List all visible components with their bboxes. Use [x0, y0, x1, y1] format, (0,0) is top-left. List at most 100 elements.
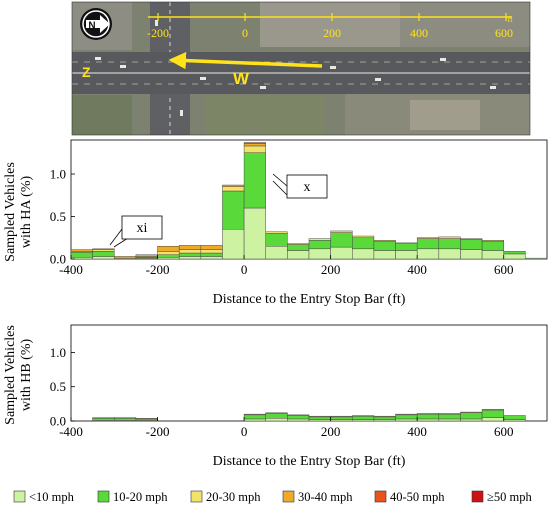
bar-segment: [157, 246, 180, 252]
y-axis-label: Sampled Vehicles: [3, 325, 18, 425]
bar-segment: [460, 239, 483, 250]
x-tick-label: -200: [146, 262, 170, 277]
bar-segment: [70, 251, 93, 258]
bar-segment: [373, 416, 396, 420]
x-tick-label: 600: [494, 262, 514, 277]
bar-segment: [330, 232, 353, 248]
scale-tick-label: 200: [323, 26, 341, 40]
scale-unit-label: ft: [508, 15, 514, 24]
bar-segment: [352, 237, 375, 250]
bar-segment: [438, 238, 461, 250]
bar-segment: [243, 414, 266, 420]
x-tick-label: 0: [241, 262, 248, 277]
bar-segment: [200, 252, 223, 257]
x-tick-label: -200: [146, 424, 170, 439]
legend-item: 40-50 mph: [374, 490, 445, 504]
bar-segment: [178, 245, 202, 250]
bar-segment: [416, 413, 440, 420]
bar-segment: [460, 238, 483, 240]
legend: <10 mph 10-20 mph 20-30 mph 30-40 mph 40…: [13, 490, 532, 504]
legend-label: 30-40 mph: [298, 490, 353, 504]
bar-segment: [308, 416, 331, 420]
x-tick-label: -400: [59, 424, 83, 439]
legend-swatch: [282, 490, 295, 503]
bar-segment: [265, 413, 288, 419]
bar-segment: [287, 244, 310, 251]
bar-segment: [222, 229, 245, 260]
x-tick-label: -400: [59, 262, 83, 277]
direction-label-w: W: [233, 69, 250, 88]
y-axis-label: Sampled Vehicles: [3, 162, 18, 262]
bar-segment: [135, 254, 158, 257]
bar-segment: [222, 186, 245, 192]
bar-segment: [395, 418, 418, 422]
y-axis-label: with HB (%): [19, 339, 34, 412]
bar-segment: [481, 240, 504, 242]
bar-segment: [287, 250, 310, 260]
bar-segment: [157, 254, 180, 258]
annotation-x: x: [272, 173, 328, 199]
aerial-image: -200 0 200 400 600 ft W Z N: [72, 2, 530, 135]
bar-segment: [416, 248, 440, 260]
bar-segment: [308, 415, 331, 418]
bar-segment: [460, 418, 483, 422]
chart-hb: -400 -200 0 200 400 600 0.0 0.5 1.0 Sampled Vehi…: [3, 324, 548, 469]
bar-segment: [373, 415, 396, 418]
bar-segment: [395, 250, 418, 260]
legend-swatch: [374, 490, 387, 503]
scale-tick-label: -200: [147, 26, 169, 40]
scale-tick-marks: [157, 13, 507, 21]
bar-segment: [135, 418, 158, 420]
bar-segment: [265, 231, 288, 234]
bar-segment: [92, 251, 115, 257]
y-tick-label: 1.0: [50, 167, 66, 182]
bar-segment: [265, 412, 288, 414]
bar-segment: [287, 415, 310, 420]
bar-segment: [178, 256, 202, 260]
bar-segment: [243, 145, 266, 153]
bar-segment: [373, 250, 396, 260]
legend-item: 30-40 mph: [282, 490, 353, 504]
legend-swatch: [13, 490, 26, 503]
bar-segment: [503, 253, 526, 260]
bar-segment: [308, 240, 331, 250]
bar-segment: [460, 412, 483, 420]
legend-label: ≥50 mph: [487, 490, 532, 504]
bar-segment: [265, 418, 288, 422]
bar-segment: [438, 248, 461, 260]
annotation-xi-text: xi: [137, 221, 148, 236]
x-tick-label: 200: [321, 424, 341, 439]
bar-segment: [114, 417, 137, 419]
bar-segment: [92, 249, 115, 252]
legend-item: 10-20 mph: [97, 490, 168, 504]
bar-segment: [395, 243, 418, 251]
bar-segment: [373, 240, 396, 251]
bar-segment: [114, 418, 137, 421]
bar-segment: [265, 246, 288, 260]
x-axis-label: Distance to the Entry Stop Bar (ft): [213, 454, 406, 469]
x-axis-label: Distance to the Entry Stop Bar (ft): [213, 292, 406, 307]
bar-segment: [416, 413, 440, 415]
x-tick-label: 200: [321, 262, 341, 277]
bar-segment: [503, 251, 526, 255]
bar-segment: [395, 413, 418, 416]
chart-ha: -400 -200 0 200 400 600 0.0 0.5 1.0 Sampled Vehi…: [3, 139, 548, 307]
bar-segment: [200, 249, 223, 254]
bar-segment: [438, 418, 461, 422]
bar-segment: [503, 415, 526, 420]
bar-segment: [395, 414, 418, 420]
bar-segment: [352, 235, 375, 239]
annotation-x-text: x: [304, 180, 311, 195]
x-tick-label: 0: [241, 424, 248, 439]
bar-segment: [438, 236, 461, 239]
bar-segment: [265, 233, 288, 247]
bar-segment: [352, 248, 375, 260]
bar-segment: [92, 417, 115, 419]
plot-frame: [70, 324, 548, 422]
svg-text:N: N: [88, 21, 95, 32]
bar-segment: [287, 418, 310, 422]
bar-segment: [525, 257, 548, 260]
legend-item: ≥50 mph: [471, 490, 532, 504]
bar-segment: [178, 252, 202, 257]
